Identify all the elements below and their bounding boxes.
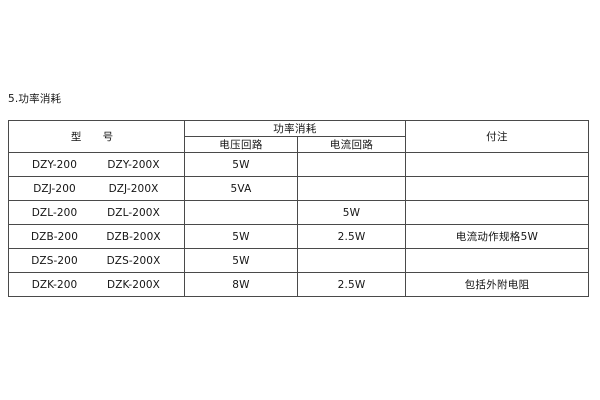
- cell-voltage-circuit: 8W: [184, 272, 298, 297]
- header-current-circuit: 电流回路: [296, 136, 407, 153]
- table-row: DZK-200 DZK-200X 8W 2.5W 包括外附电阻: [8, 272, 590, 297]
- model-name-primary: DZY-200: [32, 158, 77, 171]
- cell-model: DZK-200 DZK-200X: [8, 272, 185, 297]
- cell-current-circuit: 5W: [296, 200, 407, 225]
- cell-model: DZJ-200 DZJ-200X: [8, 176, 185, 201]
- model-name-secondary: DZY-200X: [107, 158, 160, 171]
- model-name-primary: DZJ-200: [33, 182, 76, 195]
- model-name-secondary: DZK-200X: [107, 278, 160, 291]
- table-row: DZL-200 DZL-200X 5W: [8, 200, 590, 225]
- table-row: DZB-200 DZB-200X 5W 2.5W 电流动作规格5W: [8, 224, 590, 249]
- table-header-row-1: 型 号 功率消耗 付注: [8, 120, 590, 153]
- model-name-primary: DZL-200: [31, 206, 78, 219]
- header-voltage-circuit: 电压回路: [184, 136, 298, 153]
- power-consumption-table-wrapper: 型 号 功率消耗 付注 电压回路 电流回路 DZY-200 DZY-200X: [8, 120, 590, 297]
- cell-model: DZB-200 DZB-200X: [8, 224, 185, 249]
- model-name-primary: DZS-200: [31, 254, 78, 267]
- header-model: 型 号: [8, 120, 185, 153]
- cell-current-circuit: [296, 176, 407, 201]
- cell-remark: [405, 152, 590, 177]
- page-title: 5.功率消耗: [8, 93, 62, 105]
- table-header-row-2: 电压回路 电流回路: [9, 136, 589, 153]
- header-power-consumption: 功率消耗: [183, 120, 407, 137]
- model-name-primary: DZB-200: [30, 230, 78, 243]
- model-name-secondary: DZJ-200X: [108, 182, 159, 195]
- cell-current-circuit: [296, 152, 407, 177]
- cell-current-circuit: 2.5W: [296, 224, 407, 249]
- cell-model: DZS-200 DZS-200X: [8, 248, 185, 273]
- model-name-secondary: DZB-200X: [106, 230, 161, 243]
- cell-remark: 电流动作规格5W: [405, 224, 590, 249]
- power-consumption-table: 型 号 功率消耗 付注 电压回路 电流回路 DZY-200 DZY-200X: [8, 120, 590, 297]
- cell-remark: [405, 176, 590, 201]
- model-name-secondary: DZL-200X: [107, 206, 160, 219]
- cell-current-circuit: [296, 248, 407, 273]
- cell-remark: [405, 248, 590, 273]
- cell-remark: 包括外附电阻: [405, 272, 590, 297]
- cell-voltage-circuit: 5W: [184, 248, 298, 273]
- cell-voltage-circuit: 5W: [184, 152, 298, 177]
- cell-current-circuit: 2.5W: [296, 272, 407, 297]
- table-row: DZY-200 DZY-200X 5W: [8, 152, 590, 177]
- model-name-secondary: DZS-200X: [106, 254, 161, 267]
- cell-voltage-circuit: [184, 200, 298, 225]
- cell-voltage-circuit: 5W: [184, 224, 298, 249]
- cell-remark: [405, 200, 590, 225]
- cell-model: DZY-200 DZY-200X: [8, 152, 185, 177]
- table-head: 型 号 功率消耗 付注 电压回路 电流回路: [8, 120, 590, 153]
- cell-model: DZL-200 DZL-200X: [8, 200, 185, 225]
- table-row: DZS-200 DZS-200X 5W: [8, 248, 590, 273]
- model-name-primary: DZK-200: [31, 278, 78, 291]
- cell-voltage-circuit: 5VA: [184, 176, 298, 201]
- table-row: DZJ-200 DZJ-200X 5VA: [8, 176, 590, 201]
- table-body: DZY-200 DZY-200X 5W DZJ-200 DZJ-200X: [8, 152, 590, 297]
- header-remark: 付注: [405, 120, 590, 153]
